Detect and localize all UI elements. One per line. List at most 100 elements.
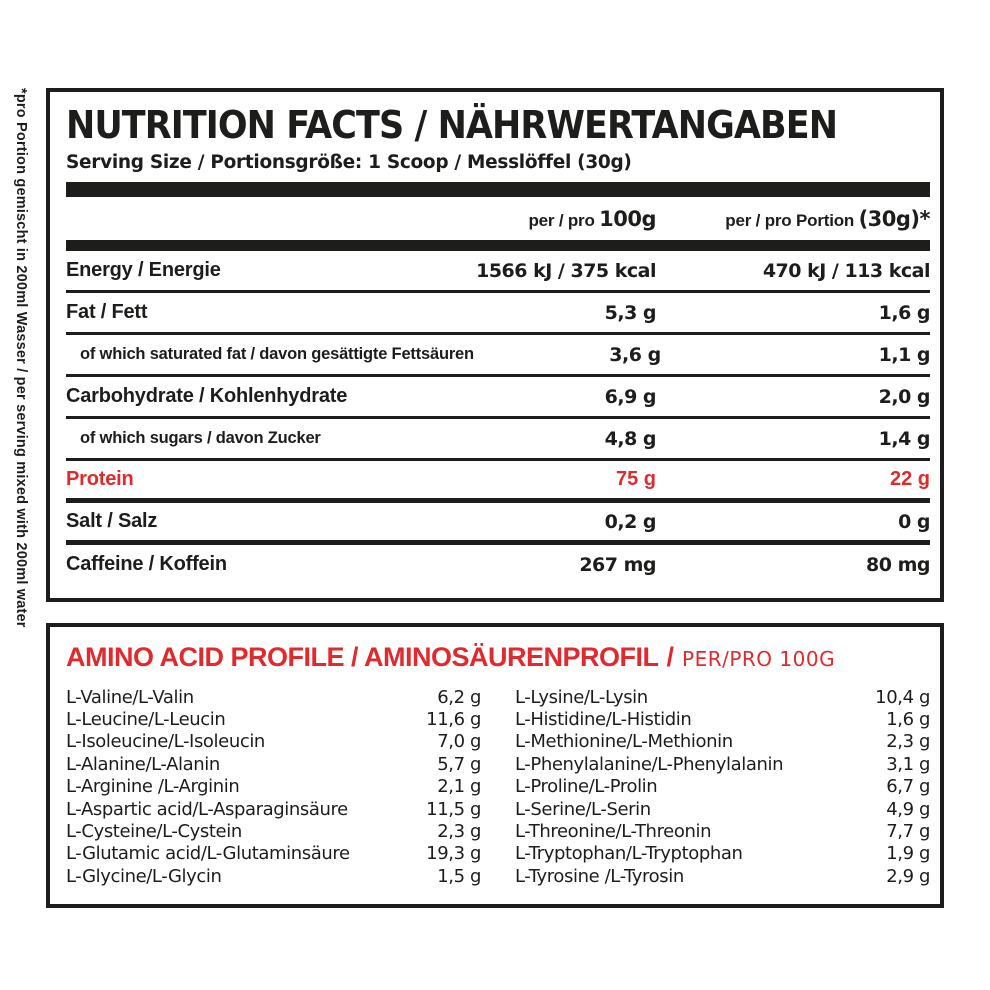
nutrition-table: Energy / Energie 1566 kJ / 375 kcal 470 … bbox=[66, 251, 931, 584]
amino-value: 7,7 g bbox=[886, 821, 930, 843]
amino-value: 11,6 g bbox=[426, 709, 481, 731]
row-value-per-100g: 0,2 g bbox=[604, 510, 657, 533]
amino-value: 2,3 g bbox=[886, 731, 930, 753]
amino-value: 3,1 g bbox=[886, 753, 930, 775]
amino-value: 2,1 g bbox=[437, 776, 481, 798]
row-carbohydrate: Carbohydrate / Kohlenhydrate 6,9 g 2,0 g bbox=[66, 377, 931, 419]
amino-table: L-Valine/L-Valin 6,2 g L-Leucine/L-Leuci… bbox=[66, 686, 930, 888]
amino-value: 1,5 g bbox=[437, 865, 481, 887]
amino-name: L-Tryptophan/L-Tryptophan bbox=[515, 843, 743, 865]
row-sugars: of which sugars / davon Zucker 4,8 g 1,4… bbox=[66, 419, 931, 461]
row-label: Salt / Salz bbox=[66, 510, 158, 532]
amino-column-left: L-Valine/L-Valin 6,2 g L-Leucine/L-Leuci… bbox=[66, 686, 481, 888]
row-value-per-portion: 470 kJ / 113 kcal bbox=[762, 259, 931, 282]
amino-name: L-Leucine/L-Leucin bbox=[66, 709, 226, 731]
amino-row-glutamic-acid: L-Glutamic acid/L-Glutaminsäure 19,3 g bbox=[66, 843, 481, 865]
divider-bar-headers bbox=[66, 240, 930, 251]
amino-row-methionine: L-Methionine/L-Methionin 2,3 g bbox=[515, 731, 930, 753]
amino-title-suffix: PER/PRO 100G bbox=[682, 647, 836, 671]
amino-value: 5,7 g bbox=[437, 753, 481, 775]
amino-name: L-Cysteine/L-Cystein bbox=[66, 821, 242, 843]
row-value-per-100g: 6,9 g bbox=[604, 385, 657, 408]
amino-row-isoleucine: L-Isoleucine/L-Isoleucin 7,0 g bbox=[66, 731, 481, 753]
amino-row-proline: L-Proline/L-Prolin 6,7 g bbox=[515, 776, 930, 798]
amino-row-valine: L-Valine/L-Valin 6,2 g bbox=[66, 686, 481, 708]
row-value-per-portion: 0 g bbox=[898, 510, 930, 533]
amino-name: L-Aspartic acid/L-Asparaginsäure bbox=[66, 798, 348, 820]
amino-value: 2,9 g bbox=[886, 865, 930, 887]
amino-row-serine: L-Serine/L-Serin 4,9 g bbox=[515, 798, 930, 820]
row-caffeine: Caffeine / Koffein 267 mg 80 mg bbox=[66, 545, 931, 584]
amino-name: L-Lysine/L-Lysin bbox=[515, 686, 648, 708]
amino-value: 10,4 g bbox=[875, 686, 930, 708]
row-label: Carbohydrate / Kohlenhydrate bbox=[66, 385, 348, 407]
amino-name: L-Phenylalanine/L-Phenylalanin bbox=[515, 753, 784, 775]
divider-bar-top bbox=[66, 182, 930, 197]
row-value-per-100g: 75 g bbox=[615, 468, 656, 490]
amino-row-threonine: L-Threonine/L-Threonin 7,7 g bbox=[515, 820, 930, 842]
col2-value: (30g)* bbox=[858, 207, 931, 231]
amino-title-separator: / bbox=[666, 642, 675, 672]
column-header-per-portion: per / pro Portion (30g)* bbox=[656, 207, 930, 231]
nutrition-facts-panel: NUTRITION FACTS / NÄHRWERTANGABEN Servin… bbox=[46, 88, 944, 602]
row-salt: Salt / Salz 0,2 g 0 g bbox=[66, 503, 931, 545]
amino-value: 1,6 g bbox=[886, 709, 930, 731]
column-headers: per / pro 100g per / pro Portion (30g)* bbox=[66, 207, 930, 235]
amino-acid-panel: AMINO ACID PROFILE / AMINOSÄURENPROFIL /… bbox=[46, 623, 944, 908]
row-value-per-100g: 1566 kJ / 375 kcal bbox=[476, 259, 656, 282]
serving-footnote: *pro Portion gemischt in 200ml Wasser / … bbox=[13, 88, 29, 628]
amino-row-phenylalanine: L-Phenylalanine/L-Phenylalanin 3,1 g bbox=[515, 753, 930, 775]
amino-name: L-Isoleucine/L-Isoleucin bbox=[66, 731, 265, 753]
amino-title-main: AMINO ACID PROFILE / AMINOSÄURENPROFIL bbox=[66, 642, 659, 672]
row-value-per-portion: 22 g bbox=[889, 468, 930, 490]
amino-name: L-Glycine/L-Glycin bbox=[66, 865, 222, 887]
row-saturated-fat: of which saturated fat / davon gesättigt… bbox=[66, 335, 931, 377]
amino-title: AMINO ACID PROFILE / AMINOSÄURENPROFIL /… bbox=[66, 642, 930, 673]
row-value-per-portion: 1,4 g bbox=[878, 427, 931, 450]
amino-name: L-Tyrosine /L-Tyrosin bbox=[515, 865, 684, 887]
column-header-per-100g: per / pro 100g bbox=[466, 207, 656, 231]
row-fat: Fat / Fett 5,3 g 1,6 g bbox=[66, 293, 931, 335]
col1-prefix: per / pro bbox=[528, 211, 595, 230]
row-value-per-portion: 1,6 g bbox=[878, 301, 931, 324]
amino-column-right: L-Lysine/L-Lysin 10,4 g L-Histidine/L-Hi… bbox=[515, 686, 930, 888]
amino-row-tyrosine: L-Tyrosine /L-Tyrosin 2,9 g bbox=[515, 865, 930, 887]
row-value-per-portion: 2,0 g bbox=[878, 385, 931, 408]
amino-value: 4,9 g bbox=[886, 798, 930, 820]
row-label: of which saturated fat / davon gesättigt… bbox=[80, 345, 474, 363]
row-energy: Energy / Energie 1566 kJ / 375 kcal 470 … bbox=[66, 251, 931, 293]
amino-row-glycine: L-Glycine/L-Glycin 1,5 g bbox=[66, 865, 481, 887]
row-value-per-100g: 4,8 g bbox=[604, 427, 657, 450]
amino-name: L-Histidine/L-Histidin bbox=[515, 709, 692, 731]
col2-prefix: per / pro Portion bbox=[725, 211, 855, 230]
amino-row-histidine: L-Histidine/L-Histidin 1,6 g bbox=[515, 708, 930, 730]
amino-name: L-Valine/L-Valin bbox=[66, 686, 194, 708]
amino-name: L-Alanine/L-Alanin bbox=[66, 753, 220, 775]
serving-size: Serving Size / Portionsgröße: 1 Scoop / … bbox=[66, 152, 632, 173]
amino-row-cysteine: L-Cysteine/L-Cystein 2,3 g bbox=[66, 820, 481, 842]
amino-name: L-Arginine /L-Arginin bbox=[66, 776, 240, 798]
col1-value: 100g bbox=[599, 207, 656, 231]
amino-row-arginine: L-Arginine /L-Arginin 2,1 g bbox=[66, 776, 481, 798]
amino-name: L-Glutamic acid/L-Glutaminsäure bbox=[66, 843, 350, 865]
amino-name: L-Serine/L-Serin bbox=[515, 798, 651, 820]
amino-name: L-Methionine/L-Methionin bbox=[515, 731, 733, 753]
amino-name: L-Threonine/L-Threonin bbox=[515, 821, 712, 843]
row-label: Energy / Energie bbox=[66, 259, 221, 281]
row-value-per-100g: 267 mg bbox=[579, 553, 656, 576]
amino-row-lysine: L-Lysine/L-Lysin 10,4 g bbox=[515, 686, 930, 708]
amino-value: 6,2 g bbox=[437, 686, 481, 708]
amino-value: 7,0 g bbox=[437, 731, 481, 753]
row-value-per-portion: 80 mg bbox=[866, 553, 930, 576]
row-label: Caffeine / Koffein bbox=[66, 553, 227, 575]
row-label: of which sugars / davon Zucker bbox=[80, 429, 321, 447]
amino-value: 2,3 g bbox=[437, 821, 481, 843]
amino-row-leucine: L-Leucine/L-Leucin 11,6 g bbox=[66, 708, 481, 730]
amino-value: 11,5 g bbox=[426, 798, 481, 820]
amino-row-aspartic-acid: L-Aspartic acid/L-Asparaginsäure 11,5 g bbox=[66, 798, 481, 820]
row-value-per-100g: 5,3 g bbox=[604, 301, 657, 324]
amino-value: 1,9 g bbox=[886, 843, 930, 865]
row-value-per-100g: 3,6 g bbox=[609, 343, 661, 366]
row-label: Protein bbox=[66, 468, 134, 490]
amino-name: L-Proline/L-Prolin bbox=[515, 776, 658, 798]
